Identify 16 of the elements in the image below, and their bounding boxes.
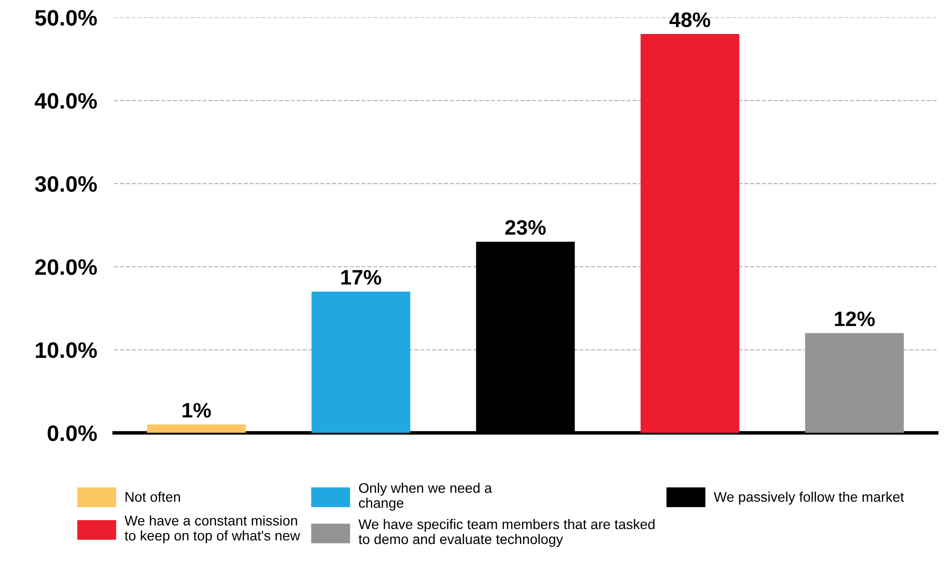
y-tick-label: 20.0%	[35, 259, 97, 275]
legend-label: We have specific team members that are tasked to demo and evaluate technology	[358, 518, 654, 547]
legend-label: We passively follow the market	[714, 492, 904, 505]
legend-label: Not often	[126, 492, 180, 502]
y-tick-label: 30.0%	[34, 176, 97, 192]
y-tick-label: 10.0%	[36, 342, 97, 358]
y-tick-label: 0.0%	[48, 425, 97, 442]
data-label: 12%	[834, 311, 875, 326]
data-label: 17%	[341, 270, 382, 285]
data-label: 48%	[669, 12, 710, 28]
legend-label: Only when we need a change	[359, 482, 492, 511]
data-label: 1%	[182, 402, 211, 418]
legend-label: We have a constant mission to keep on top of what's new	[124, 515, 300, 544]
data-label: 23%	[505, 220, 546, 235]
y-tick-label: 50.0%	[35, 10, 97, 26]
y-tick-label: 40.0%	[34, 93, 97, 109]
